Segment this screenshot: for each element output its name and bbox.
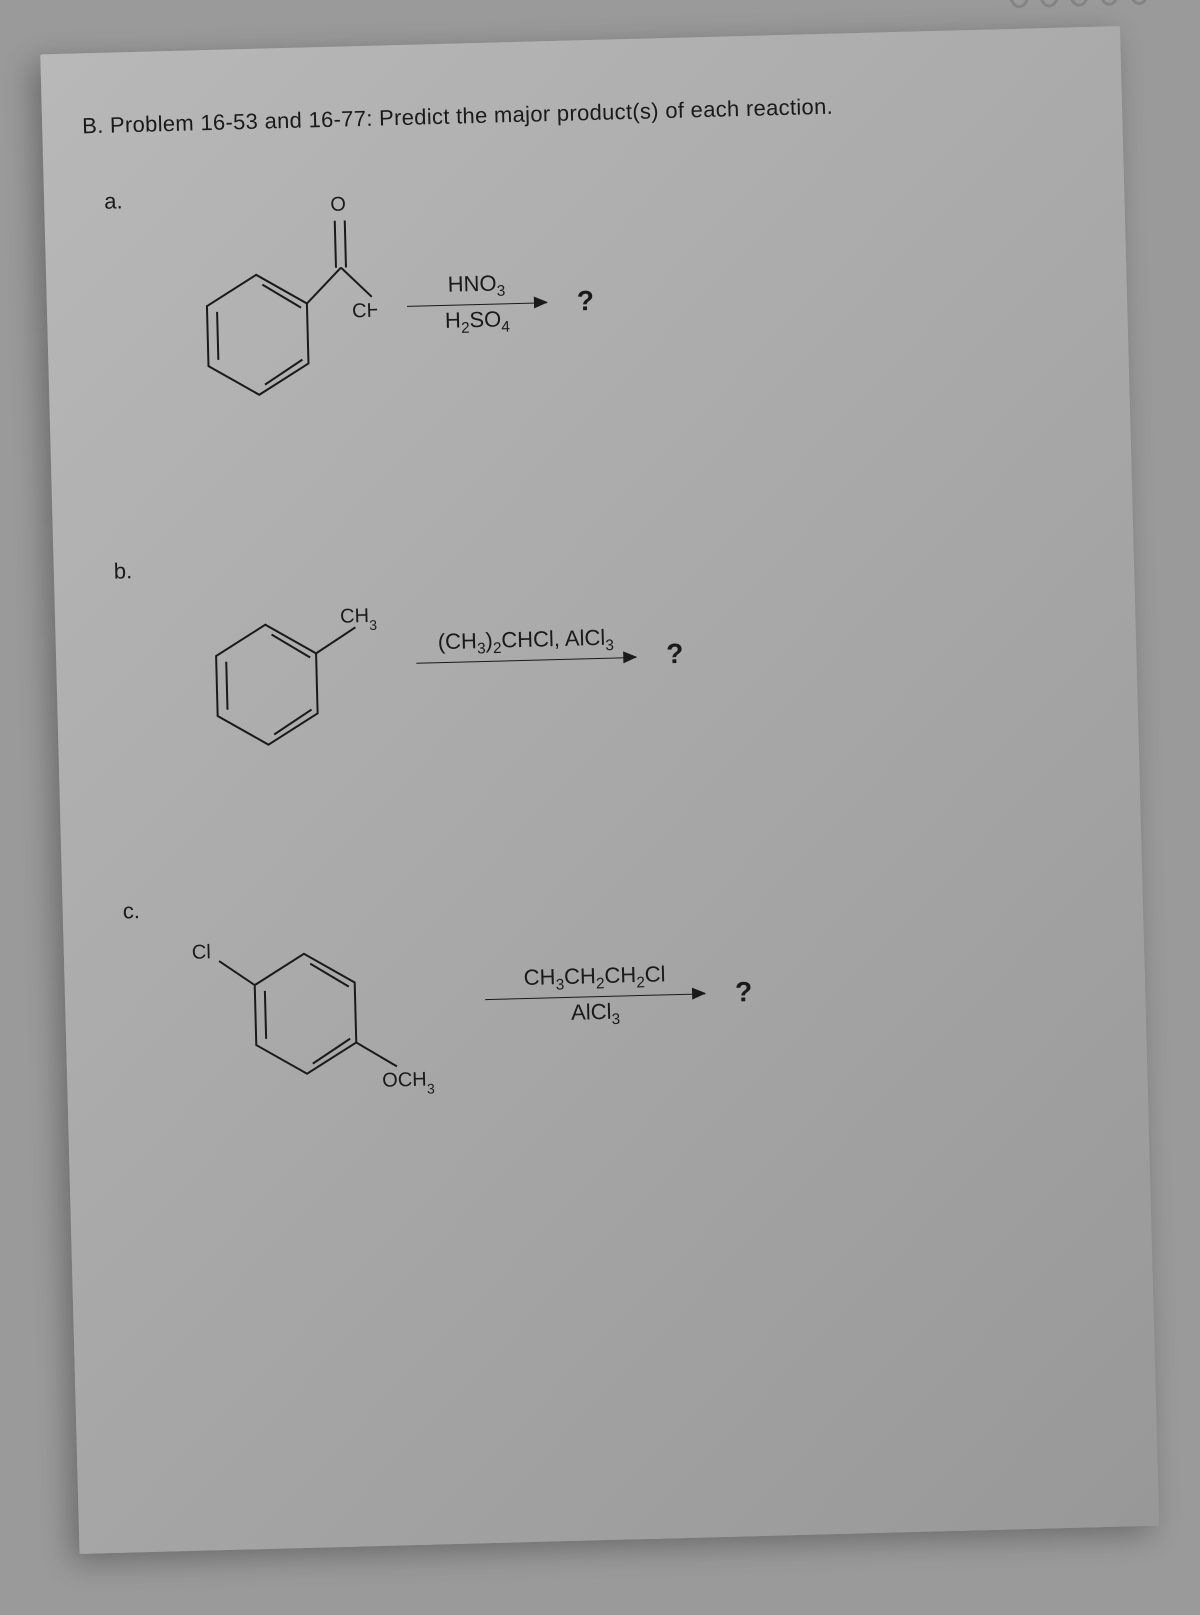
- reaction-c: Cl OCH3 CH3CH2CH2Cl AlCl3 ?: [172, 873, 1107, 1117]
- product-c: ?: [735, 976, 753, 1008]
- methyl-label-b: CH3: [340, 605, 378, 634]
- acetophenone-structure: O CH3: [154, 182, 380, 438]
- methoxy-label: OCH3: [382, 1068, 435, 1097]
- toluene-structure: CH3: [163, 552, 389, 778]
- part-c-letter: c.: [122, 898, 140, 924]
- product-b: ?: [666, 638, 684, 670]
- arrow-a: HNO3 H2SO4: [406, 269, 548, 338]
- reaction-b: CH3 (CH3)2CHCl, AlCl3 ?: [163, 533, 1098, 777]
- methyl-label-a: CH3: [352, 299, 380, 328]
- reaction-a: O CH3 HNO3 H2SO4 ?: [154, 163, 1090, 437]
- section-letter: B.: [82, 113, 104, 139]
- reagent-b-bottom: [523, 662, 530, 688]
- part-c: c. Cl OCH3 CH3CH2CH2Cl AlCl3 ?: [102, 873, 1107, 1119]
- spiral-binding-decoration: [998, 0, 1200, 39]
- arrow-c: CH3CH2CH2Cl AlCl3: [484, 960, 706, 1032]
- reagent-a-bottom: H2SO4: [445, 306, 511, 338]
- part-b: b. CH3 (CH3)2CHCl, AlCl3 ?: [94, 533, 1099, 779]
- section-text: Problem 16-53 and 16-77: Predict the maj…: [110, 94, 834, 138]
- product-a: ?: [577, 285, 595, 317]
- reagent-c-bottom: AlCl3: [571, 998, 621, 1030]
- page-surface: B. Problem 16-53 and 16-77: Predict the …: [40, 26, 1159, 1554]
- reagent-b-top: (CH3)2CHCl, AlCl3: [437, 625, 614, 660]
- reagent-c-top: CH3CH2CH2Cl: [523, 961, 666, 995]
- part-b-letter: b.: [114, 558, 133, 584]
- chlorine-label: Cl: [192, 941, 211, 963]
- section-b-header: B. Problem 16-53 and 16-77: Predict the …: [82, 87, 1082, 139]
- part-a: a. O CH3 HNO3 H2SO4: [84, 163, 1090, 439]
- oxygen-label: O: [330, 193, 346, 215]
- chloro-anisole-structure: Cl OCH3: [172, 890, 458, 1117]
- reagent-a-top: HNO3: [447, 270, 505, 302]
- arrow-b: (CH3)2CHCl, AlCl3: [415, 624, 637, 691]
- part-a-letter: a.: [104, 188, 123, 214]
